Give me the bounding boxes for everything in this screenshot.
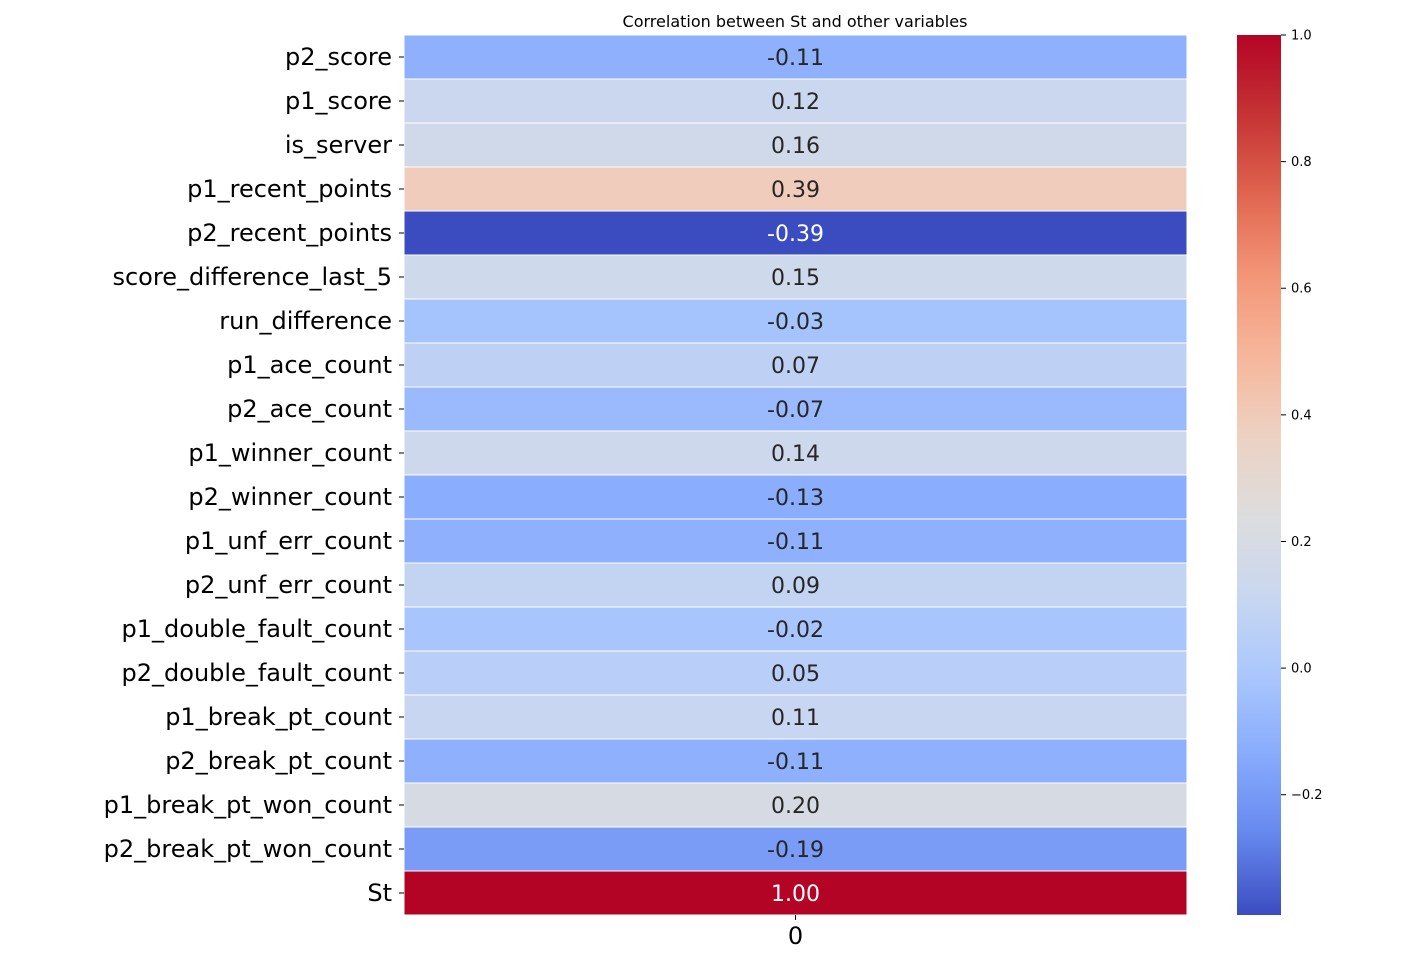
y-tick-label: p1_double_fault_count — [122, 615, 392, 643]
heatmap-cell — [403, 78, 1188, 124]
cell-value-label: -0.11 — [767, 530, 824, 555]
colorbar-tick-label: 1.0 — [1291, 29, 1312, 44]
colorbar-tick-label: 0.4 — [1291, 408, 1312, 423]
row-labels: p2_score p1_score is_server p1_recent_point… — [104, 43, 404, 907]
y-tick-label: p2_ace_count — [227, 395, 392, 423]
y-tick-label: p2_double_fault_count — [122, 659, 392, 687]
y-tick-label: p2_score — [285, 43, 392, 71]
cell-value-label: 0.16 — [771, 134, 820, 159]
y-tick-label: p2_unf_err_count — [185, 571, 392, 599]
chart-title: Correlation between St and other variabl… — [623, 12, 968, 31]
heatmap-cell — [403, 606, 1188, 652]
cell-value-label: -0.11 — [767, 46, 824, 71]
y-tick-label: is_server — [285, 131, 392, 159]
cell-value-label: 0.14 — [771, 442, 820, 467]
cell-value-label: 0.09 — [771, 574, 820, 599]
cell-value-label: 0.05 — [771, 662, 820, 687]
heatmap-cell — [403, 34, 1188, 80]
y-tick-label: p1_ace_count — [227, 351, 392, 379]
y-tick-label: p2_break_pt_won_count — [104, 835, 392, 863]
cell-value-label: 0.39 — [771, 178, 820, 203]
colorbar-tick-label: −0.2 — [1291, 788, 1323, 803]
colorbar-tick-label: 0.2 — [1291, 535, 1312, 550]
x-tick-label: 0 — [788, 922, 803, 950]
heatmap-cell — [403, 650, 1188, 696]
cell-value-label: -0.39 — [767, 222, 824, 247]
colorbar: −0.2 0.0 0.2 0.4 0.6 0.8 1.0 — [1237, 29, 1323, 915]
cell-value-label: 1.00 — [771, 882, 820, 907]
heatmap-cell — [403, 122, 1188, 168]
cell-value-label: 0.20 — [771, 794, 820, 819]
y-tick-label: p1_break_pt_won_count — [104, 791, 392, 819]
cell-value-label: -0.11 — [767, 750, 824, 775]
heatmap-cell — [403, 826, 1188, 872]
y-tick-label: p1_score — [285, 87, 392, 115]
cell-value-label: -0.03 — [767, 310, 824, 335]
y-tick-label: p2_break_pt_count — [165, 747, 392, 775]
y-tick-label: p1_winner_count — [188, 439, 392, 467]
cell-value-label: 0.11 — [771, 706, 820, 731]
heatmap-cell — [403, 870, 1188, 916]
y-tick-label: St — [367, 879, 392, 907]
y-tick-label: p1_unf_err_count — [185, 527, 392, 555]
colorbar-gradient — [1237, 35, 1281, 915]
heatmap-cell — [403, 518, 1188, 564]
y-tick-label: p2_winner_count — [188, 483, 392, 511]
cell-value-label: -0.07 — [767, 398, 824, 423]
y-tick-label: score_difference_last_5 — [112, 263, 392, 291]
heatmap-cell — [403, 738, 1188, 784]
colorbar-tick-label: 0.8 — [1291, 155, 1312, 170]
heatmap-cells: -0.11 0.12 0.16 0.39 -0.39 0.15 -0.03 0.07 -0.07… — [403, 34, 1188, 916]
colorbar-tick-label: 0.6 — [1291, 282, 1312, 297]
column-labels: 0 — [788, 915, 803, 950]
cell-value-label: -0.19 — [767, 838, 824, 863]
heatmap-cell — [403, 474, 1188, 520]
y-tick-label: p1_break_pt_count — [165, 703, 392, 731]
heatmap-cell — [403, 562, 1188, 608]
heatmap-cell — [403, 210, 1188, 256]
cell-value-label: 0.15 — [771, 266, 820, 291]
y-tick-label: p1_recent_points — [187, 175, 392, 203]
heatmap-cell — [403, 166, 1188, 212]
cell-value-label: 0.12 — [771, 90, 820, 115]
heatmap-cell — [403, 430, 1188, 476]
heatmap-cell — [403, 254, 1188, 300]
cell-value-label: -0.13 — [767, 486, 824, 511]
y-tick-label: p2_recent_points — [187, 219, 392, 247]
cell-value-label: 0.07 — [771, 354, 820, 379]
cell-value-label: -0.02 — [767, 618, 824, 643]
y-tick-label: run_difference — [219, 307, 392, 335]
colorbar-tick-label: 0.0 — [1291, 662, 1312, 677]
